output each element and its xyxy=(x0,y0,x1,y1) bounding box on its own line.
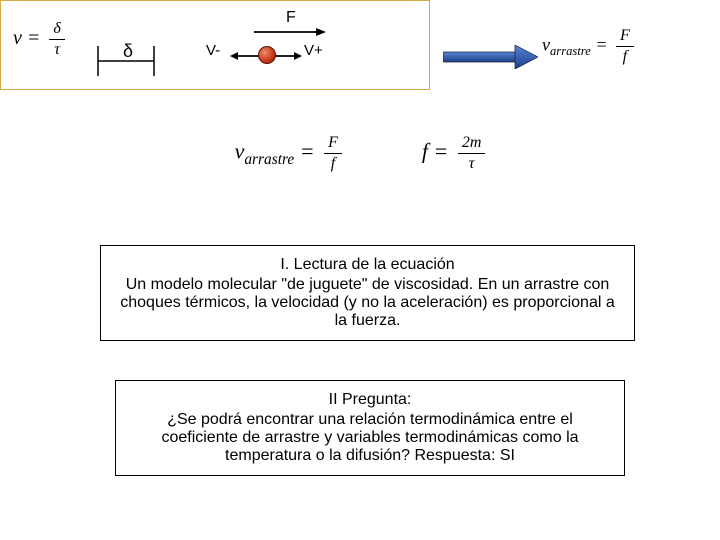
equation-f: f = 2m τ xyxy=(422,135,486,172)
f-num: 2m xyxy=(458,135,486,154)
question-title: II Pregunta: xyxy=(130,391,610,409)
implies-arrow-icon xyxy=(443,45,538,69)
nu-den: τ xyxy=(54,40,60,58)
force-arrow-icon xyxy=(254,27,326,37)
equation-drag-mid: varrastre = F f xyxy=(235,135,342,172)
question-box: II Pregunta: ¿Se podrá encontrar una rel… xyxy=(115,380,625,476)
equation-nu: ν = δ τ xyxy=(13,21,65,58)
drag-mid-eq: = xyxy=(300,139,315,164)
delta-label: δ xyxy=(123,41,133,62)
drag-top-den: f xyxy=(623,47,627,65)
diagram-box: ν = δ τ δ F V- V+ xyxy=(0,0,430,90)
drag-mid-v: v xyxy=(235,139,245,164)
drag-top-fraction: F f xyxy=(616,28,634,65)
drag-top-eq: = xyxy=(595,35,607,55)
particle-ball-icon xyxy=(258,46,276,64)
f-eq: = xyxy=(434,139,449,164)
reading-body: Un modelo molecular "de juguete" de visc… xyxy=(120,276,614,329)
nu-eq: = xyxy=(27,27,41,49)
question-body: ¿Se podrá encontrar una relación termodi… xyxy=(161,411,578,464)
drag-mid-den: f xyxy=(331,154,335,172)
mid-equations: varrastre = F f f = 2m τ xyxy=(0,135,720,172)
v-plus-label: V+ xyxy=(304,42,323,59)
v-minus-label: V- xyxy=(206,42,220,59)
drag-mid-fraction: F f xyxy=(324,135,342,172)
drag-top-num: F xyxy=(616,28,634,47)
f-fraction: 2m τ xyxy=(458,135,486,172)
f-den: τ xyxy=(469,154,475,172)
nu-lhs: ν xyxy=(13,27,22,49)
f-lhs: f xyxy=(422,139,428,164)
drag-mid-sub: arrastre xyxy=(244,151,294,168)
equation-drag-top: varrastre = F f xyxy=(542,28,634,65)
drag-top-sub: arrastre xyxy=(550,44,591,58)
reading-title: I. Lectura de la ecuación xyxy=(115,256,620,274)
f-label: F xyxy=(286,9,296,27)
reading-box: I. Lectura de la ecuación Un modelo mole… xyxy=(100,245,635,341)
drag-mid-num: F xyxy=(324,135,342,154)
drag-top-v: v xyxy=(542,35,550,55)
nu-fraction: δ τ xyxy=(49,21,64,58)
nu-num: δ xyxy=(49,21,64,40)
